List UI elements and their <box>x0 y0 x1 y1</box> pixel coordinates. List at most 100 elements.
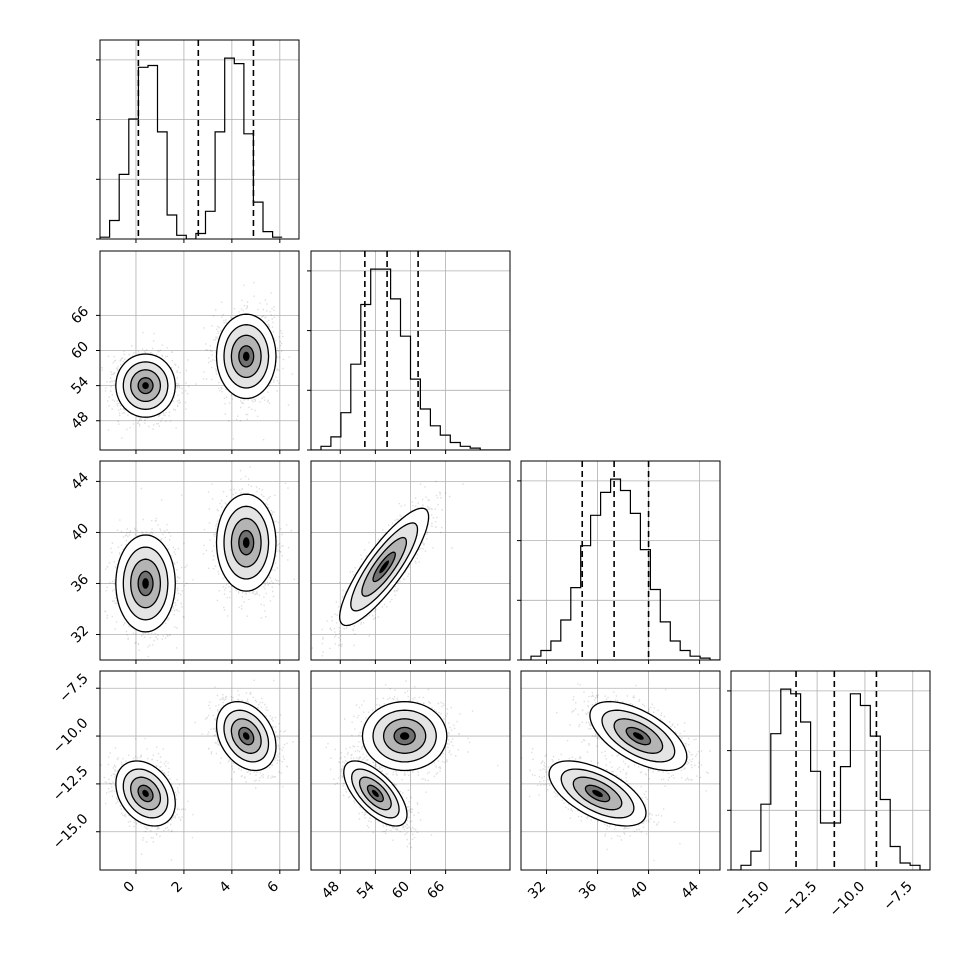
x-tick-label-p2: 32 <box>525 878 549 902</box>
contour-line <box>343 760 408 827</box>
contour-line <box>601 709 676 763</box>
hist-panel-p0 <box>96 39 300 243</box>
contour-line <box>366 784 384 803</box>
x-tick-label-p3: −15.0 <box>731 879 773 921</box>
density-core <box>142 578 149 589</box>
panel-frame <box>310 460 511 661</box>
x-tick-label-p0: 0 <box>121 878 139 896</box>
panel-frame <box>730 670 931 871</box>
x-tick-label-p0: 4 <box>217 878 235 896</box>
contour-line <box>122 546 169 621</box>
panel-content <box>100 251 299 450</box>
y-tick-label-p2: 44 <box>68 469 92 493</box>
panel-frame <box>99 670 300 871</box>
x-tick-label-p3: −7.5 <box>880 879 915 914</box>
contour-line <box>351 768 400 819</box>
contour-line <box>122 361 169 410</box>
contour-line <box>115 353 176 418</box>
hist-step-p0 <box>100 57 283 239</box>
hist-panel-p2 <box>517 460 721 664</box>
panel-frame <box>99 250 300 451</box>
density-core <box>400 732 410 740</box>
x-tick-label-p1: 48 <box>319 878 343 902</box>
contour-line <box>625 726 652 746</box>
y-tick-label-p2: 40 <box>68 520 92 544</box>
contour-line <box>137 570 154 597</box>
x-tick-label-p2: 36 <box>576 878 600 902</box>
contour-line <box>238 726 255 746</box>
contour-line <box>372 709 437 763</box>
contour-line <box>137 784 154 803</box>
scatter-panel-p0-p3 <box>96 670 300 874</box>
x-tick-label-p0: 2 <box>169 878 187 896</box>
density-core <box>243 732 250 740</box>
contour-line <box>613 718 664 754</box>
contour-line <box>215 700 277 772</box>
contour-line <box>238 529 255 556</box>
contour-line <box>130 776 162 811</box>
panel-content <box>100 461 299 660</box>
panel-bg <box>731 671 930 870</box>
x-tick-label-p1: 54 <box>354 878 378 902</box>
panel-content <box>311 671 510 870</box>
y-tick-label-p3: −7.5 <box>56 671 91 706</box>
hist-panel-p3 <box>727 670 931 871</box>
panel-bg <box>100 40 299 239</box>
contour-line <box>223 709 270 763</box>
contour-line <box>361 536 408 597</box>
y-tick-label-p3: −10.0 <box>50 715 92 757</box>
hist-bars-group <box>311 268 510 450</box>
panel-frame <box>310 250 511 451</box>
contour-line <box>122 768 169 819</box>
contour-line <box>339 507 430 627</box>
hist-bars-group <box>100 57 283 239</box>
scatter-panel-p1-p2 <box>310 460 511 664</box>
hist-bars-group <box>731 688 930 870</box>
density-core <box>633 732 644 740</box>
panel-content <box>311 461 510 660</box>
contour-line <box>548 760 647 827</box>
contour-line <box>589 700 688 772</box>
hist-step-p1 <box>311 268 510 450</box>
contour-line <box>572 776 623 811</box>
x-tick-label-p0: 6 <box>265 878 283 896</box>
density-core <box>371 789 379 797</box>
panel-frame <box>99 460 300 661</box>
panel-frame <box>99 39 300 240</box>
contour-line <box>382 718 427 754</box>
density-core <box>243 537 250 548</box>
contour-line <box>372 551 396 583</box>
scatter-panel-p0-p2 <box>96 460 300 664</box>
contour-line <box>393 726 416 746</box>
contour-line <box>560 768 635 819</box>
y-tick-label-p3: −15.0 <box>50 811 92 853</box>
y-tick-label-p3: −12.5 <box>50 763 92 805</box>
panel-frame <box>520 460 721 661</box>
contour-line <box>230 718 262 754</box>
contour-line <box>130 558 162 609</box>
contour-line <box>115 534 176 633</box>
scatter-panel-p0-p1 <box>96 250 300 454</box>
scatter-panel-p1-p3 <box>310 670 511 874</box>
contour-line <box>584 784 611 803</box>
y-tick-label-p1: 66 <box>68 303 92 327</box>
density-core <box>379 560 390 574</box>
panel-frame <box>520 670 721 871</box>
x-tick-label-p2: 44 <box>678 878 702 902</box>
contour-line <box>223 324 270 389</box>
x-tick-label-p2: 40 <box>627 878 651 902</box>
y-tick-label-p1: 54 <box>68 374 92 398</box>
contour-line <box>130 369 162 403</box>
panel-content <box>100 671 299 870</box>
contour-line <box>215 493 277 592</box>
contour-line <box>115 760 176 827</box>
scatter-panel-p2-p3 <box>520 670 721 874</box>
contour-line <box>238 345 255 368</box>
density-core <box>142 382 149 390</box>
density-core <box>142 789 149 797</box>
contour-line <box>137 377 154 395</box>
x-tick-label-p1: 60 <box>389 878 413 902</box>
contour-line <box>223 505 270 580</box>
contour-line <box>358 776 392 811</box>
